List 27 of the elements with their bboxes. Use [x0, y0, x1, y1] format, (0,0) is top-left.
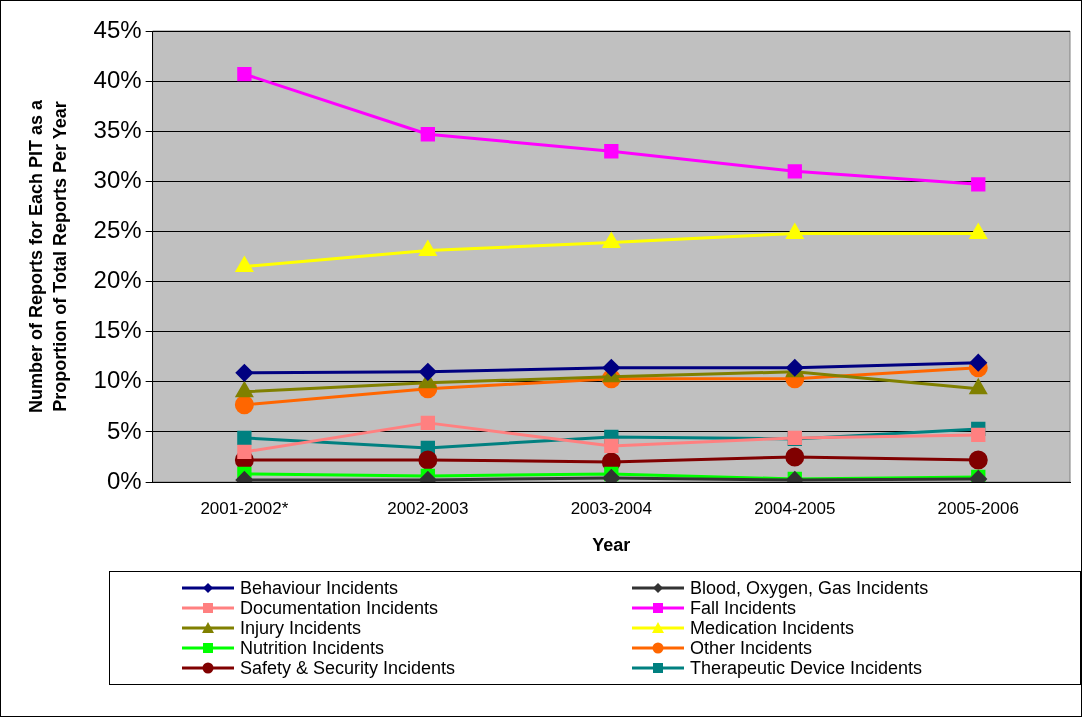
y-tick-label: 45%	[93, 15, 142, 43]
y-tick-label: 0%	[106, 466, 142, 494]
legend-label: Blood, Oxygen, Gas Incidents	[690, 577, 929, 599]
legend-label: Behaviour Incidents	[240, 577, 399, 599]
y-axis-title: Number of Reports for Each PIT as a Proportion of Total Reports Per Year	[26, 98, 71, 414]
y-tick-label: 35%	[93, 115, 142, 143]
legend-label: Therapeutic Device Incidents	[690, 657, 923, 679]
legend-label: Other Incidents	[690, 637, 813, 659]
x-axis-title: Year	[592, 535, 631, 556]
x-tick-label: 2003-2004	[570, 498, 652, 518]
x-tick-label: 2001-2002*	[200, 498, 289, 518]
y-tick-label: 25%	[93, 216, 142, 244]
legend-label: Medication Incidents	[690, 617, 855, 639]
x-tick-label: 2004-2005	[754, 498, 836, 518]
y-tick-label: 30%	[93, 165, 142, 193]
x-tick-label: 2002-2003	[387, 498, 469, 518]
y-tick-label: 15%	[93, 316, 142, 344]
legend-label: Nutrition Incidents	[240, 637, 385, 659]
y-tick-label: 20%	[93, 266, 142, 294]
legend-label: Safety & Security Incidents	[240, 657, 456, 679]
y-tick-label: 10%	[93, 366, 142, 394]
y-tick-label: 5%	[106, 416, 142, 444]
legend-label: Injury Incidents	[240, 617, 362, 639]
legend-label: Documentation Incidents	[240, 597, 439, 619]
x-tick-label: 2005-2006	[937, 498, 1019, 518]
y-tick-label: 40%	[93, 65, 142, 93]
legend-label: Fall Incidents	[690, 597, 797, 619]
